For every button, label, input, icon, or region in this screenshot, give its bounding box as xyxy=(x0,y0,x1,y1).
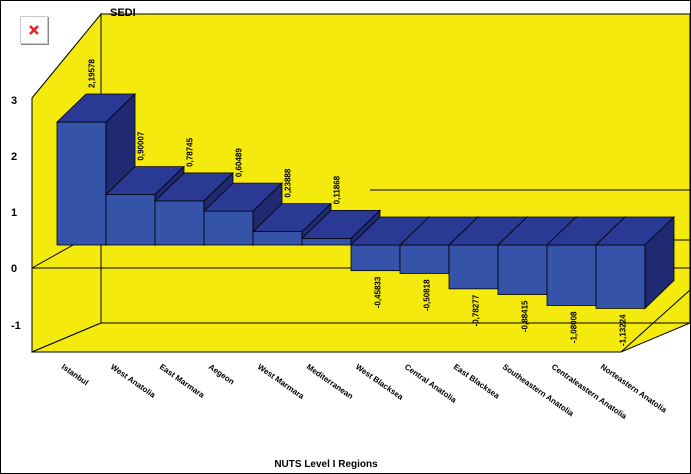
y-tick-label: 3 xyxy=(11,95,17,107)
value-label: 0,78745 xyxy=(186,137,195,166)
category-label: Mediterranean xyxy=(305,362,355,401)
category-label: Aegeon xyxy=(207,362,236,386)
value-label: 0,90007 xyxy=(137,131,146,160)
chart-bars xyxy=(56,93,675,310)
value-label: -0,78277 xyxy=(472,294,481,326)
y-tick-label: 1 xyxy=(11,207,17,219)
bar-front xyxy=(105,194,156,246)
bar-front xyxy=(546,244,597,306)
y-axis-ticks: -1 0 1 2 3 xyxy=(11,95,21,332)
bar-front xyxy=(595,244,646,309)
chart-title: SEDI xyxy=(110,7,136,19)
category-label: Istanbul xyxy=(60,362,90,387)
value-label: 0,11868 xyxy=(333,175,342,204)
value-labels: 2,19578 0,90007 0,78745 0,60489 0,23888 0,118… xyxy=(88,59,628,346)
category-label: West Marmara xyxy=(256,362,306,401)
category-label: Central Anatolia xyxy=(403,362,459,405)
bar-front xyxy=(497,244,548,295)
bar-front xyxy=(252,231,303,246)
y-tick-label: 2 xyxy=(11,151,17,163)
bar-side xyxy=(644,216,675,310)
value-label: -1,08008 xyxy=(570,311,579,343)
value-label: -0,50818 xyxy=(423,279,432,311)
category-label: West Anatolia xyxy=(109,362,158,400)
category-label: East Blacksea xyxy=(452,362,502,401)
close-button[interactable] xyxy=(20,16,48,44)
category-label: West Blacksea xyxy=(354,362,405,402)
y-tick-label: 0 xyxy=(11,263,17,275)
value-label: -0,88415 xyxy=(521,300,530,332)
y-tick-label: -1 xyxy=(11,320,21,332)
bar-front xyxy=(448,244,499,290)
category-label: East Marmara xyxy=(158,362,207,400)
bar-5 xyxy=(301,209,381,246)
bar-front xyxy=(203,210,254,246)
value-label: -0,45833 xyxy=(374,276,383,308)
floor-edge xyxy=(620,289,691,353)
bar-front xyxy=(399,244,450,274)
category-labels: Istanbul West Anatolia East Marmara Aegeon W… xyxy=(60,362,669,421)
bar-11 xyxy=(595,216,675,310)
value-label: 0,60489 xyxy=(235,148,244,177)
value-label: 2,19578 xyxy=(88,59,97,88)
x-axis-title: NUTS Level I Regions xyxy=(274,459,378,470)
value-label: -1,13224 xyxy=(619,314,628,346)
value-label: 0,23888 xyxy=(284,168,293,197)
bar-front xyxy=(154,200,205,246)
bar-front xyxy=(56,121,107,246)
bar-front xyxy=(350,244,401,272)
bar-front xyxy=(301,237,352,246)
close-icon xyxy=(29,25,39,35)
floor xyxy=(31,322,691,353)
